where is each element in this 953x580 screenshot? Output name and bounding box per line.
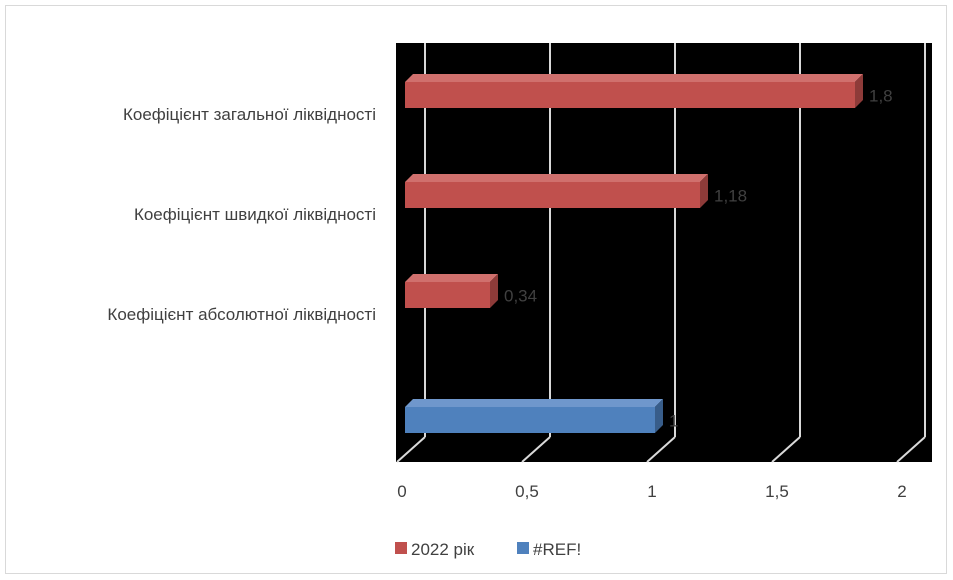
- category-labels: Коефіцієнт загальної ліквідності Коефіціє…: [107, 105, 376, 324]
- bar: [405, 274, 498, 308]
- x-tick-label: 0: [397, 482, 406, 501]
- bars: [405, 74, 863, 433]
- category-label: Коефіцієнт швидкої ліквідності: [134, 205, 376, 224]
- bar: [405, 174, 708, 208]
- data-label: 0,34: [504, 286, 537, 305]
- x-axis-tick-labels: 0 0,5 1 1,5 2: [397, 482, 906, 501]
- legend-label: #REF!: [533, 540, 581, 559]
- bar: [405, 74, 863, 108]
- x-tick-label: 0,5: [515, 482, 539, 501]
- x-tick-label: 2: [897, 482, 906, 501]
- gridline: [396, 43, 426, 463]
- legend-item: 2022 рік: [395, 540, 475, 559]
- data-labels: 1,8 1,18 0,34 1: [504, 86, 893, 430]
- gridline: [521, 43, 551, 463]
- legend-swatch: [517, 542, 529, 554]
- legend-swatch: [395, 542, 407, 554]
- legend: 2022 рік #REF!: [395, 540, 581, 559]
- legend-item: #REF!: [517, 540, 581, 559]
- category-label: Коефіцієнт абсолютної ліквідності: [107, 305, 376, 324]
- data-label: 1: [669, 411, 678, 430]
- data-label: 1,18: [714, 186, 747, 205]
- gridline: [896, 43, 926, 463]
- x-tick-label: 1: [647, 482, 656, 501]
- category-label: Коефіцієнт загальної ліквідності: [123, 105, 376, 124]
- legend-label: 2022 рік: [411, 540, 475, 559]
- gridlines: [396, 43, 926, 463]
- plot-area: [396, 43, 932, 462]
- bar: [405, 399, 663, 433]
- gridline: [646, 43, 676, 463]
- data-label: 1,8: [869, 86, 893, 105]
- x-tick-label: 1,5: [765, 482, 789, 501]
- gridline: [771, 43, 801, 463]
